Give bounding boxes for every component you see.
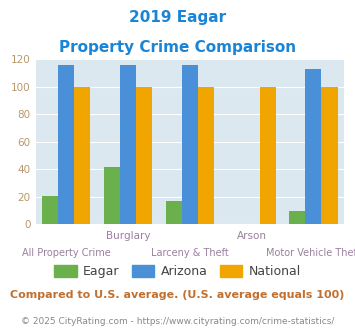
Bar (120, 65, 136, 224)
Text: Property Crime Comparison: Property Crime Comparison (59, 40, 296, 54)
Text: 2019 Eagar: 2019 Eagar (129, 10, 226, 25)
Bar (289, 211, 305, 224)
Text: Larceny & Theft: Larceny & Theft (151, 248, 229, 257)
Text: Arson: Arson (237, 231, 267, 241)
Bar (75, 87, 91, 224)
Text: Motor Vehicle Theft: Motor Vehicle Theft (266, 248, 355, 257)
Bar (42, 195, 58, 224)
Legend: Eagar, Arizona, National: Eagar, Arizona, National (49, 260, 306, 283)
Bar (166, 201, 182, 224)
Bar (322, 87, 338, 224)
Bar (198, 87, 214, 224)
Text: All Property Crime: All Property Crime (22, 248, 111, 257)
Text: Burglary: Burglary (106, 231, 151, 241)
Bar (58, 65, 75, 224)
Bar (305, 69, 322, 224)
Bar (260, 87, 276, 224)
Text: Compared to U.S. average. (U.S. average equals 100): Compared to U.S. average. (U.S. average … (10, 290, 345, 300)
Bar (182, 65, 198, 224)
Text: © 2025 CityRating.com - https://www.cityrating.com/crime-statistics/: © 2025 CityRating.com - https://www.city… (21, 317, 334, 326)
Bar (104, 167, 120, 224)
Bar (136, 87, 152, 224)
